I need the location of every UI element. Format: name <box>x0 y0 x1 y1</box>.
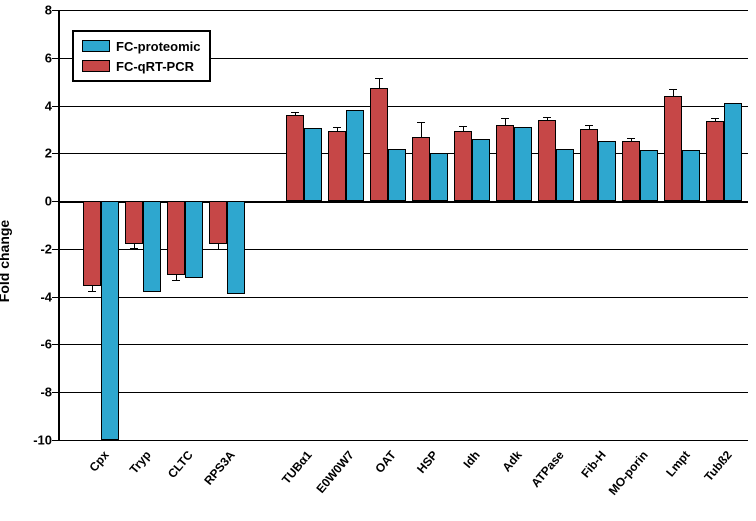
error-bar <box>379 78 380 88</box>
x-tick-label: HSP <box>414 448 441 476</box>
bar <box>724 103 742 201</box>
error-cap <box>543 117 551 118</box>
x-tick-label: TUBα1 <box>279 448 315 487</box>
legend-row-proteomic: FC-proteomic <box>82 36 201 56</box>
error-bar <box>505 118 506 125</box>
y-tick-label: 4 <box>45 98 58 113</box>
gridline <box>58 106 748 107</box>
x-tick-label: CLTC <box>165 448 196 481</box>
y-axis-line <box>58 10 60 440</box>
error-bar <box>673 89 674 96</box>
bar <box>167 201 185 275</box>
legend: FC-proteomic FC-qRT-PCR <box>72 30 211 82</box>
x-tick-label: RPS3A <box>201 448 237 488</box>
bar <box>304 128 322 201</box>
x-tick-label: OAT <box>372 448 398 476</box>
x-tick-label: Cpx <box>86 448 111 474</box>
gridline <box>58 440 748 441</box>
error-cap <box>130 248 138 249</box>
y-tick-label: 8 <box>45 3 58 18</box>
x-tick-label: Adk <box>499 448 524 474</box>
gridline <box>58 249 748 250</box>
x-tick-label: Tryp <box>127 448 154 476</box>
x-tick-label: MO-porin <box>606 448 651 498</box>
bar <box>101 201 119 440</box>
bar <box>454 131 472 201</box>
gridline <box>58 10 748 11</box>
error-bar <box>421 122 422 136</box>
bar <box>664 96 682 201</box>
bar <box>185 201 203 277</box>
y-tick-label: -10 <box>33 433 58 448</box>
legend-row-qrt: FC-qRT-PCR <box>82 56 201 76</box>
error-cap <box>333 127 341 128</box>
bar <box>496 125 514 201</box>
bar <box>640 150 658 201</box>
y-tick-label: -6 <box>40 337 58 352</box>
error-cap <box>88 291 96 292</box>
bar <box>209 201 227 244</box>
error-cap <box>291 112 299 113</box>
bar <box>125 201 143 244</box>
bar <box>412 137 430 202</box>
gridline <box>58 344 748 345</box>
x-tick-label: Idh <box>460 448 482 471</box>
y-tick-label: 6 <box>45 50 58 65</box>
bar <box>538 120 556 201</box>
y-tick-label: -8 <box>40 385 58 400</box>
y-tick-label: 2 <box>45 146 58 161</box>
gridline <box>58 201 748 203</box>
legend-swatch-qrt <box>82 60 110 72</box>
bar <box>472 139 490 201</box>
bar <box>514 127 532 201</box>
error-cap <box>711 118 719 119</box>
legend-label-proteomic: FC-proteomic <box>116 39 201 54</box>
y-tick-label: 0 <box>45 194 58 209</box>
gridline <box>58 297 748 298</box>
bar <box>622 141 640 201</box>
bar <box>556 149 574 202</box>
x-tick-label: Tubß2 <box>701 448 734 484</box>
error-cap <box>214 249 222 250</box>
error-cap <box>627 138 635 139</box>
bar <box>328 131 346 201</box>
y-axis-label: Fold change <box>0 219 12 301</box>
y-tick-label: -4 <box>40 289 58 304</box>
bar <box>430 153 448 201</box>
error-cap <box>459 126 467 127</box>
bar <box>598 141 616 201</box>
bar <box>83 201 101 286</box>
gridline <box>58 392 748 393</box>
x-tick-label: Fib-H <box>578 448 608 480</box>
bar <box>227 201 245 294</box>
error-cap <box>669 89 677 90</box>
bar <box>370 88 388 201</box>
fold-change-chart: Fold change -10 -8 -6 -4 -2 0 2 4 6 8 Cpx Tryp CLTCR… <box>0 0 756 521</box>
legend-swatch-proteomic <box>82 40 110 52</box>
error-cap <box>375 78 383 79</box>
bar <box>388 149 406 202</box>
legend-label-qrt: FC-qRT-PCR <box>116 59 194 74</box>
bar <box>346 110 364 201</box>
x-tick-label: E0W0W7 <box>313 448 356 496</box>
error-cap <box>417 122 425 123</box>
bar <box>706 121 724 201</box>
bar <box>286 115 304 201</box>
x-tick-label: ATPase <box>528 448 566 490</box>
error-cap <box>172 280 180 281</box>
y-tick-label: -2 <box>40 241 58 256</box>
bar <box>682 150 700 201</box>
bar <box>580 129 598 201</box>
error-cap <box>501 118 509 119</box>
bar <box>143 201 161 292</box>
error-cap <box>585 125 593 126</box>
x-tick-label: Lmpt <box>663 448 693 479</box>
